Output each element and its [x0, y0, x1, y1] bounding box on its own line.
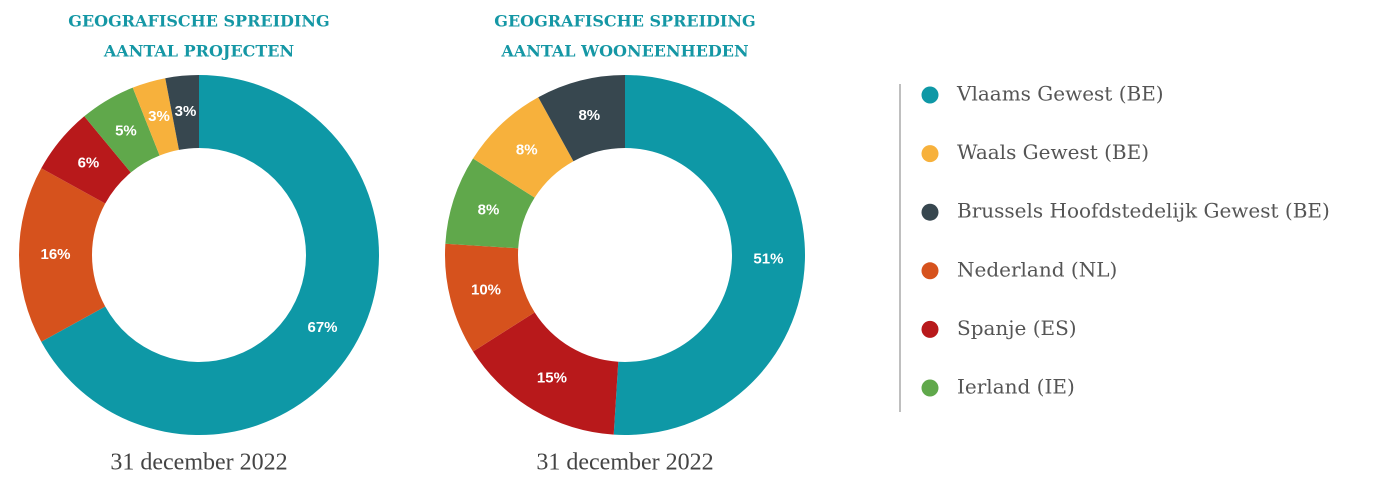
donut-slice [18, 168, 106, 342]
donut-slice [41, 75, 379, 435]
chart-title: AANTAL PROJECTEN [103, 42, 294, 61]
slice-label: 6% [78, 154, 100, 171]
slice-label: 15% [537, 369, 567, 386]
chart-title: AANTAL WOONEENHEDEN [500, 42, 748, 61]
chart-title: GEOGRAFISCHE SPREIDING [494, 12, 755, 31]
donut-slice [41, 116, 131, 204]
legend-label: Vlaams Gewest (BE) [956, 82, 1164, 106]
slice-label: 3% [148, 108, 170, 125]
donut-slice [165, 75, 199, 150]
donut-slice [473, 312, 619, 435]
legend-swatch [921, 320, 939, 338]
slice-label: 8% [478, 202, 500, 219]
legend-swatch [921, 145, 939, 163]
legend-label: Ierland (IE) [957, 375, 1075, 399]
donut-slice [84, 87, 160, 173]
slice-label: 51% [753, 250, 783, 267]
chart-title: GEOGRAFISCHE SPREIDING [68, 12, 329, 31]
legend-swatch [921, 379, 939, 397]
legend-label: Waals Gewest (BE) [957, 140, 1149, 164]
legend-swatch [921, 86, 939, 104]
donut-slice [613, 75, 806, 435]
chart-caption: 31 december 2022 [536, 450, 713, 476]
legend-swatch [921, 203, 939, 221]
legend-label: Brussels Hoofdstedelijk Gewest (BE) [957, 199, 1330, 223]
slice-label: 8% [578, 107, 600, 124]
legend-swatch [921, 262, 939, 280]
slice-label: 16% [40, 246, 70, 263]
donut-slice [132, 78, 179, 156]
donut-slice [473, 97, 574, 198]
donut-slice [444, 243, 535, 352]
slice-label: 8% [516, 141, 538, 158]
slice-label: 3% [175, 103, 197, 120]
donut-slice [445, 158, 535, 249]
slice-label: 5% [115, 122, 137, 139]
slice-label: 67% [308, 319, 338, 336]
legend-label: Spanje (ES) [957, 316, 1077, 340]
donut-slice [538, 75, 625, 162]
legend-label: Nederland (NL) [957, 257, 1117, 281]
slice-label: 10% [471, 282, 501, 299]
chart-caption: 31 december 2022 [110, 450, 287, 476]
